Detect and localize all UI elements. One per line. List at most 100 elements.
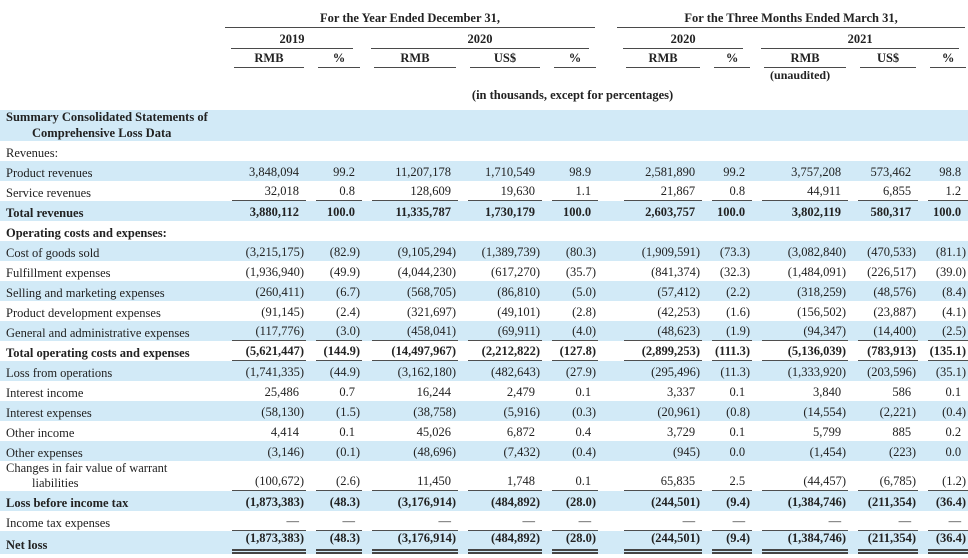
cell-value: 573,462 [870, 164, 912, 179]
cell-value: 32,018 [264, 183, 299, 198]
cell-value: 1,748 [506, 474, 535, 488]
cell-value: (1,384,746) [787, 531, 847, 546]
cell-value: (2,899,253) [641, 343, 701, 358]
period-group-year: For the Year Ended December 31, [222, 0, 598, 28]
cell-value: 0.1 [729, 384, 746, 399]
cell-value: 25,486 [264, 384, 299, 399]
period-group-quarter: For the Three Months Ended March 31, [614, 0, 968, 28]
cell-value: 21,867 [660, 183, 696, 198]
cell-value: 16,244 [416, 384, 451, 399]
cell-value: 0.1 [945, 384, 962, 399]
table-row: Net loss (1,873,383) (48.3) (3,176,914) (484… [0, 531, 968, 554]
cell-value: (841,374) [651, 264, 701, 279]
cell-value: (100,672) [255, 474, 304, 488]
cell-value: 11,450 [417, 474, 451, 488]
table-row: Loss before income tax (1,873,383) (48.3) (… [0, 491, 968, 512]
cell-value: (42,253) [657, 304, 701, 319]
cell-value: 6,855 [882, 183, 912, 198]
cell-value: — [828, 514, 842, 528]
row-label-line2: Comprehensive Loss Data [32, 125, 172, 140]
cell-value: (156,502) [797, 304, 847, 319]
table-row: Changes in fair value of warrant liabilit… [0, 461, 968, 492]
header-currency-row: RMB % RMB US$ % RMB % RMB US$ % [0, 49, 968, 68]
table-row: Selling and marketing expenses (260,411) (… [0, 280, 968, 301]
cell-value: 3,848,094 [249, 164, 299, 179]
cell-value: (1,909,591) [641, 244, 701, 259]
year-label: 2020 [371, 32, 590, 49]
cell-value: 0.8 [339, 183, 355, 198]
row-label: Summary Consolidated Statements of Compre… [0, 110, 222, 141]
cell-value: (86,810) [497, 284, 540, 299]
cell-value: (28.0) [565, 531, 597, 546]
row-label: Other expenses [0, 441, 222, 461]
cell-value: 2.5 [729, 474, 746, 488]
row-label-line1: Revenues: [6, 145, 59, 160]
cell-value: 98.8 [939, 164, 962, 179]
cell-value: 98.9 [569, 164, 592, 179]
row-label-line1: Selling and marketing expenses [6, 285, 165, 300]
cell-value: — [732, 514, 746, 528]
cell-value: — [898, 514, 912, 528]
cell-value: (3,082,840) [787, 244, 847, 259]
cell-value: (9,105,294) [397, 244, 456, 259]
cell-value: (1,873,383) [245, 495, 304, 509]
row-label: Cost of goods sold [0, 241, 222, 261]
cell-value: (28.0) [565, 495, 597, 509]
cell-value: 6,872 [506, 424, 535, 439]
cell-value: (2.2) [726, 284, 751, 299]
cell-value: (482,643) [491, 364, 540, 379]
row-label-line1: Net loss [6, 538, 48, 553]
cell-value: 128,609 [410, 183, 451, 198]
cell-value: (7,432) [503, 444, 540, 459]
cell-value: (203,596) [867, 364, 917, 379]
row-label: Total operating costs and expenses [0, 341, 222, 361]
cell-value: (484,892) [491, 531, 540, 546]
row-label: Interest income [0, 381, 222, 401]
cell-value: (20,961) [657, 404, 701, 419]
table-row: Loss from operations (1,741,335) (44.9) (3,… [0, 360, 968, 381]
cell-value: 5,799 [812, 424, 842, 439]
row-label-line1: Product revenues [6, 165, 93, 180]
cell-value: (48.3) [329, 495, 360, 509]
cell-value: (35.1) [935, 364, 967, 379]
cell-value: (27.9) [565, 364, 597, 379]
cell-value: 4,414 [270, 424, 299, 439]
cell-value: (58,130) [261, 404, 304, 419]
cell-value: 0.1 [339, 424, 355, 439]
cell-value: (318,259) [797, 284, 847, 299]
row-label-line1: Interest income [6, 385, 84, 400]
cell-value: (3.0) [336, 323, 360, 338]
cell-value: 3,757,208 [791, 164, 842, 179]
cell-value: (484,892) [491, 495, 540, 509]
cell-value: (4,044,230) [397, 264, 456, 279]
cell-value: (0.1) [336, 444, 360, 459]
cell-value: 3,840 [812, 384, 842, 399]
cell-value: (4.0) [572, 323, 597, 338]
cell-value: 65,835 [660, 474, 696, 488]
row-label: General and administrative expenses [0, 321, 222, 341]
row-label-line1: Changes in fair value of warrant [6, 460, 168, 475]
cell-value: 100.0 [932, 204, 962, 219]
row-label: Net loss [0, 531, 222, 553]
cell-value: (5,136,039) [787, 343, 847, 358]
cell-value: (14,554) [803, 404, 847, 419]
row-label-line1: Summary Consolidated Statements of [6, 110, 208, 125]
table-row: Income tax expenses — — — — — — — — — — [0, 511, 968, 532]
cell-value: (2.8) [572, 304, 597, 319]
col-header-pct: % [930, 51, 967, 68]
cell-value: 0.2 [945, 424, 962, 439]
year-label: 2021 [761, 32, 960, 49]
row-label: Loss from operations [0, 361, 222, 381]
period-group-title: For the Year Ended December 31, [225, 11, 596, 28]
cell-value: (3,215,175) [245, 244, 304, 259]
cell-value: (0.4) [942, 404, 967, 419]
cell-value: (36.4) [935, 495, 967, 509]
cell-value: (9.4) [726, 495, 751, 509]
cell-value: 100.0 [326, 204, 355, 219]
cell-value: (23,887) [873, 304, 917, 319]
cell-value: 0.0 [729, 444, 746, 459]
table-row: General and administrative expenses (117,… [0, 320, 968, 341]
cell-value: (1.6) [726, 304, 751, 319]
table-row: Other income 4,414 0.1 45,026 6,872 0.4 3,729 0… [0, 421, 968, 441]
cell-value: (11.3) [720, 364, 751, 379]
